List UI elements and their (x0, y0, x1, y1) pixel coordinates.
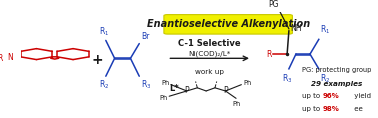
Text: R$_3$: R$_3$ (141, 78, 152, 91)
Text: NH: NH (291, 24, 302, 33)
Text: Ph: Ph (161, 80, 169, 86)
Text: Ph: Ph (243, 80, 251, 86)
Text: 96%: 96% (322, 93, 339, 99)
Text: Enantioselective Alkenylation: Enantioselective Alkenylation (147, 19, 310, 29)
Text: 29 examples: 29 examples (311, 81, 362, 87)
Text: C-1 Selective: C-1 Selective (178, 39, 241, 48)
Text: R$_2$: R$_2$ (99, 78, 109, 91)
Text: Ph: Ph (232, 101, 241, 107)
Text: +: + (91, 53, 103, 67)
Text: R$_3$: R$_3$ (282, 72, 292, 84)
Text: Br: Br (141, 32, 149, 41)
Text: work up: work up (195, 69, 224, 75)
Text: R: R (266, 50, 271, 59)
Text: N: N (8, 53, 13, 62)
Text: L*: L* (170, 84, 179, 93)
Text: up to: up to (302, 93, 322, 99)
Text: ee: ee (352, 106, 363, 112)
Text: Ph: Ph (159, 95, 167, 101)
Text: R$_1$: R$_1$ (319, 24, 330, 36)
Text: yield: yield (352, 93, 371, 99)
FancyBboxPatch shape (164, 15, 293, 34)
Text: PG: protecting group: PG: protecting group (302, 67, 371, 73)
Text: P: P (184, 86, 189, 95)
Text: R$_2$: R$_2$ (319, 72, 330, 84)
Text: R: R (0, 54, 3, 63)
Text: Ni(COD)₂/L*: Ni(COD)₂/L* (189, 50, 231, 57)
Text: up to: up to (302, 106, 322, 112)
Text: PG: PG (268, 0, 278, 9)
Text: R$_1$: R$_1$ (99, 26, 109, 38)
Text: 98%: 98% (322, 106, 339, 112)
FancyArrowPatch shape (170, 56, 248, 61)
Text: P: P (223, 86, 228, 95)
